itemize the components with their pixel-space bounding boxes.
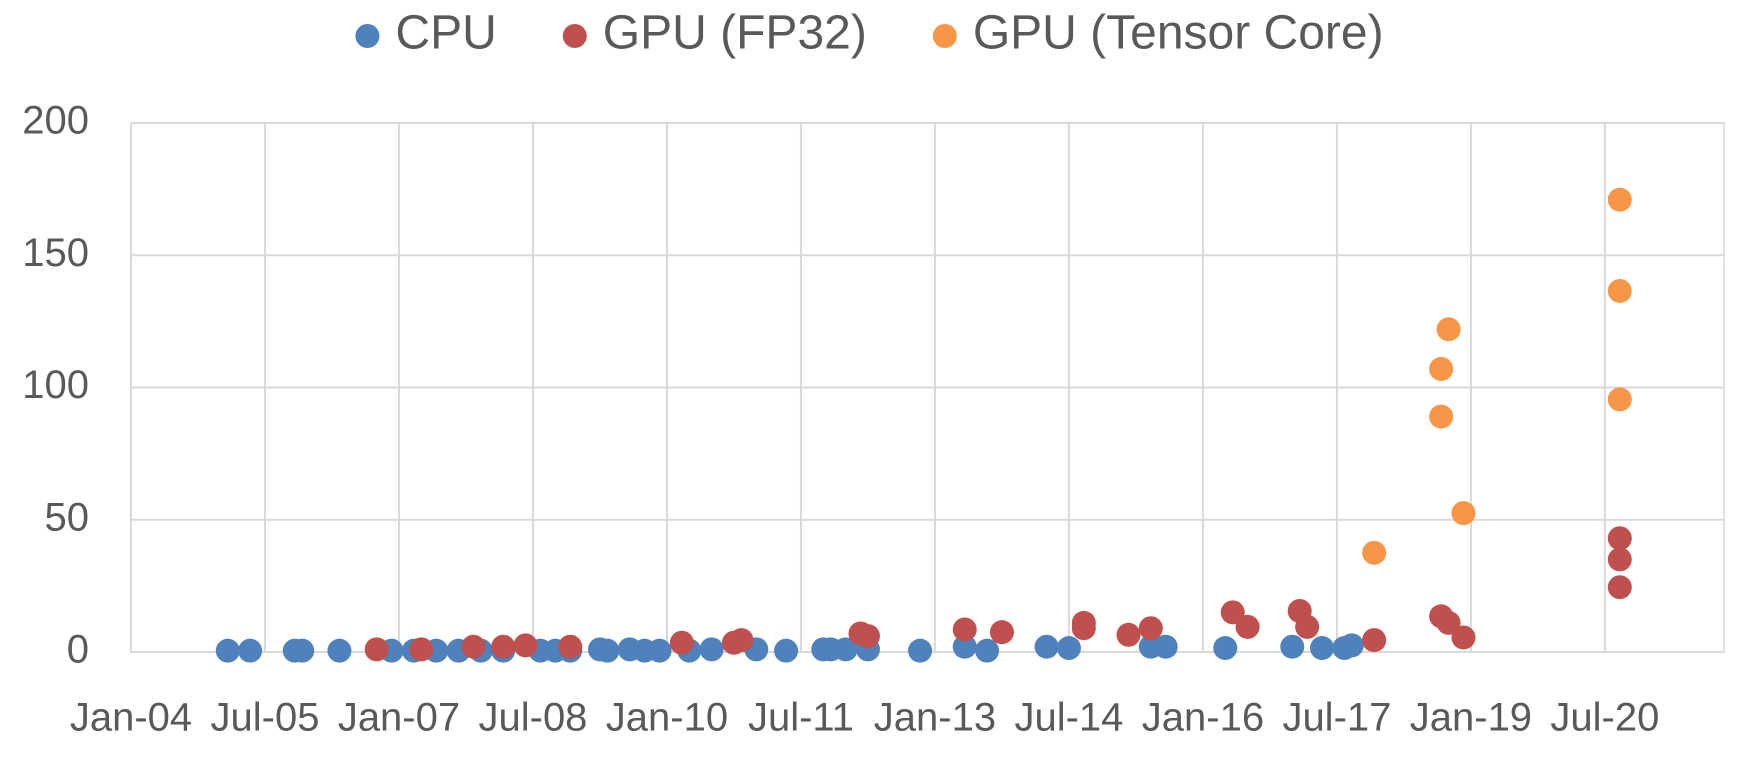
x-tick-label: Jul-08 bbox=[478, 696, 587, 740]
data-point bbox=[238, 638, 263, 663]
data-point bbox=[1607, 387, 1632, 412]
data-point bbox=[774, 638, 799, 663]
legend-label: CPU bbox=[395, 7, 496, 60]
data-point bbox=[1362, 628, 1387, 653]
data-point bbox=[669, 630, 694, 655]
data-point bbox=[1607, 526, 1632, 551]
y-tick-label: 100 bbox=[22, 363, 89, 407]
x-tick-label: Jul-20 bbox=[1550, 696, 1659, 740]
data-point bbox=[699, 637, 724, 662]
data-point bbox=[558, 634, 583, 659]
data-point bbox=[833, 637, 858, 662]
data-point bbox=[1607, 187, 1632, 212]
data-point bbox=[855, 624, 880, 649]
legend-label: GPU (FP32) bbox=[603, 7, 867, 60]
data-point bbox=[1220, 600, 1245, 625]
data-point bbox=[290, 638, 315, 663]
data-point bbox=[989, 620, 1014, 645]
data-point bbox=[327, 638, 352, 663]
data-point bbox=[1436, 610, 1461, 635]
data-point bbox=[1451, 501, 1476, 526]
legend-marker bbox=[355, 24, 380, 48]
y-tick-label: 150 bbox=[22, 231, 89, 275]
data-point bbox=[409, 637, 434, 662]
data-point bbox=[1451, 625, 1476, 650]
data-point bbox=[729, 628, 754, 653]
data-point bbox=[1429, 404, 1454, 429]
data-point bbox=[215, 638, 240, 663]
data-point bbox=[1071, 616, 1096, 641]
data-point bbox=[1607, 575, 1632, 600]
data-point bbox=[952, 634, 977, 659]
data-point bbox=[1056, 636, 1081, 661]
y-tick-label: 200 bbox=[22, 99, 89, 143]
data-point bbox=[1138, 616, 1163, 641]
data-point bbox=[908, 638, 933, 663]
y-tick-label: 0 bbox=[67, 628, 89, 672]
data-point bbox=[1310, 636, 1335, 661]
x-tick-label: Jul-05 bbox=[211, 696, 320, 740]
data-point bbox=[1436, 317, 1461, 342]
data-point bbox=[364, 637, 389, 662]
data-point bbox=[1607, 278, 1632, 303]
data-point bbox=[513, 633, 538, 658]
data-point bbox=[1213, 636, 1238, 661]
data-point bbox=[1362, 540, 1387, 565]
x-tick-label: Jul-11 bbox=[748, 696, 854, 740]
data-point bbox=[1280, 634, 1305, 659]
x-tick-label: Jan-16 bbox=[1142, 696, 1264, 740]
data-point bbox=[1235, 614, 1260, 639]
data-point bbox=[1295, 614, 1320, 639]
x-tick-label: Jan-13 bbox=[874, 696, 996, 740]
y-tick-label: 50 bbox=[45, 495, 90, 539]
data-point bbox=[952, 617, 977, 642]
data-point bbox=[461, 634, 486, 659]
x-tick-label: Jul-14 bbox=[1014, 696, 1123, 740]
x-tick-label: Jul-17 bbox=[1282, 696, 1391, 740]
data-point bbox=[1339, 633, 1364, 658]
legend-marker bbox=[932, 24, 957, 48]
legend-label: GPU (Tensor Core) bbox=[973, 7, 1384, 60]
data-point bbox=[491, 634, 516, 659]
data-point bbox=[1034, 634, 1059, 659]
data-point bbox=[1116, 622, 1141, 647]
legend-marker bbox=[562, 24, 587, 48]
data-point bbox=[595, 638, 620, 663]
data-point bbox=[1153, 634, 1178, 659]
x-tick-label: Jan-04 bbox=[70, 696, 192, 740]
x-tick-label: Jan-07 bbox=[338, 696, 460, 740]
x-tick-label: Jan-10 bbox=[606, 696, 728, 740]
data-point bbox=[1607, 547, 1632, 572]
data-point bbox=[1429, 356, 1454, 381]
x-tick-label: Jan-19 bbox=[1410, 696, 1532, 740]
data-point bbox=[975, 638, 1000, 663]
data-point bbox=[647, 638, 672, 663]
